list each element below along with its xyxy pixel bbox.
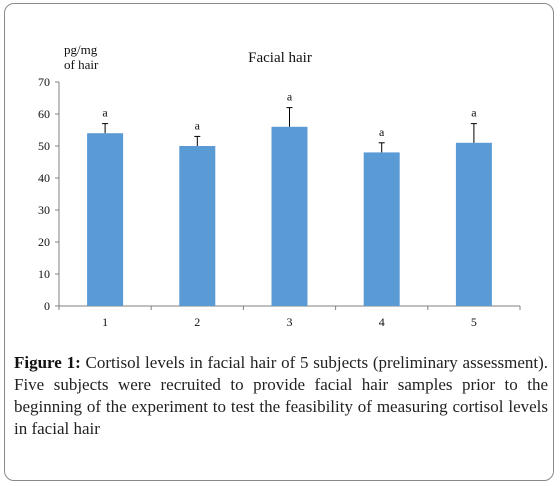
y-axis-label-line: pg/mg	[64, 42, 98, 57]
x-tick-label: 1	[102, 315, 108, 329]
y-tick-label: 0	[44, 299, 50, 313]
significance-label: a	[195, 118, 201, 132]
significance-label: a	[471, 106, 477, 120]
x-tick-label: 2	[194, 315, 200, 329]
caption-label: Figure 1:	[14, 353, 81, 372]
y-tick-label: 30	[38, 203, 50, 217]
y-tick-label: 20	[38, 235, 50, 249]
bar	[179, 146, 216, 306]
significance-label: a	[102, 106, 108, 120]
x-tick-label: 3	[287, 315, 293, 329]
y-tick-label: 40	[38, 171, 50, 185]
significance-label: a	[379, 125, 385, 139]
y-tick-label: 50	[38, 139, 50, 153]
y-tick-label: 70	[38, 75, 50, 89]
bar	[87, 133, 124, 306]
bar	[455, 142, 492, 306]
x-tick-label: 4	[379, 315, 385, 329]
figure-caption: Figure 1: Cortisol levels in facial hair…	[14, 352, 548, 440]
significance-label: a	[287, 90, 293, 104]
y-tick-label: 60	[38, 107, 50, 121]
x-tick-label: 5	[471, 315, 477, 329]
bar	[363, 152, 400, 306]
bar	[271, 126, 308, 306]
y-tick-label: 10	[38, 267, 50, 281]
y-axis-label-line: of hair	[64, 57, 99, 72]
chart-title: Facial hair	[248, 50, 312, 66]
caption-text: Cortisol levels in facial hair of 5 subj…	[14, 353, 548, 438]
